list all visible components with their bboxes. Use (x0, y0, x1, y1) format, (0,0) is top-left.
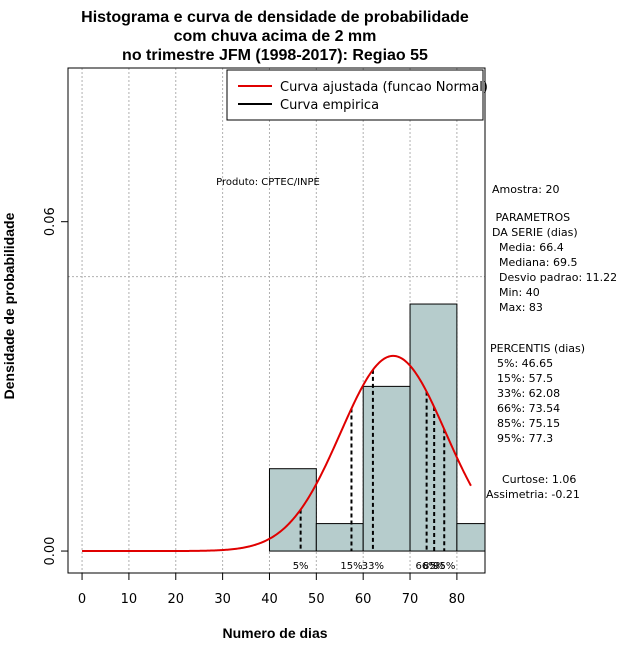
parameters-line-0: PARAMETROS (492, 211, 570, 224)
x-tick-label-6: 60 (355, 592, 372, 607)
percentile-label-2: 33% (362, 561, 384, 572)
legend-label-empirical: Curva empirica (280, 98, 379, 113)
series-parameters: PARAMETROS DA SERIE (dias) Media: 66.4 Me… (492, 211, 617, 314)
x-tick-label-8: 80 (449, 592, 466, 607)
percentiles-line-3: 33%: 62.08 (490, 387, 560, 400)
y-axis: 0.00 0.06 (43, 207, 68, 566)
percentile-label-0: 5% (293, 561, 309, 572)
parameters-line-1: DA SERIE (dias) (492, 226, 578, 239)
x-tick-label-3: 30 (214, 592, 231, 607)
title-line-1: Histograma e curva de densidade de proba… (81, 9, 469, 26)
histogram-bar-1 (315, 523, 364, 552)
sample-size: Amostra: 20 (492, 183, 559, 196)
percentile-labels: 5% 15% 33% 66%85%95% (293, 561, 456, 572)
parameters-line-3: Mediana: 69.5 (492, 256, 577, 269)
y-tick-label-0: 0.00 (43, 537, 58, 566)
x-axis: 0 10 20 30 40 50 60 70 80 (78, 573, 465, 607)
normal-curve-line (82, 354, 472, 553)
y-tick-label-1: 0.06 (43, 207, 58, 236)
x-tick-label-4: 40 (261, 592, 278, 607)
percentiles-line-6: 95%: 77.3 (490, 432, 553, 445)
histogram-bars (268, 303, 486, 552)
parameters-line-2: Media: 66.4 (492, 241, 564, 254)
percentiles-panel: PERCENTIS (dias) 5%: 46.65 15%: 57.5 33%… (490, 342, 585, 445)
parameters-line-4: Desvio padrao: 11.22 (492, 271, 617, 284)
chart-title: Histograma e curva de densidade de proba… (81, 9, 469, 64)
legend-label-normal: Curva ajustada (funcao Normal) (280, 80, 488, 95)
title-line-3: no trimestre JFM (1998-2017): Regiao 55 (122, 47, 428, 64)
x-tick-label-1: 10 (121, 592, 138, 607)
density-curve (82, 354, 472, 553)
kurtosis-text: Curtose: 1.06 (502, 473, 576, 486)
histogram-bar-4 (456, 523, 486, 552)
legend-box (226, 69, 484, 121)
percentiles-line-4: 66%: 73.54 (490, 402, 560, 415)
percentiles-line-0: PERCENTIS (dias) (490, 342, 585, 355)
x-tick-label-0: 0 (78, 592, 86, 607)
histogram-bar-2 (362, 385, 411, 552)
x-tick-label-7: 70 (402, 592, 419, 607)
percentile-label-5: 95% (433, 561, 455, 572)
percentile-label-1: 15% (340, 561, 362, 572)
y-axis-title: Densidade de probabilidade (1, 212, 17, 399)
percentile-label-3: 66% (416, 561, 438, 572)
percentiles-line-2: 15%: 57.5 (490, 372, 553, 385)
percentile-label-4: 85% (423, 561, 445, 572)
shape-statistics: Curtose: 1.06 Assimetria: -0.21 (486, 473, 580, 501)
x-tick-label-2: 20 (167, 592, 184, 607)
histogram-bar-0 (268, 468, 317, 552)
product-annotation: Produto: CPTEC/INPE (216, 177, 320, 188)
x-axis-title: Numero de dias (222, 625, 327, 641)
percentiles-line-1: 5%: 46.65 (490, 357, 553, 370)
title-line-2: com chuva acima de 2 mm (174, 28, 377, 45)
parameters-line-5: Min: 40 (492, 286, 540, 299)
percentiles-line-5: 85%: 75.15 (490, 417, 560, 430)
x-tick-label-5: 50 (308, 592, 325, 607)
plot-frame (67, 67, 486, 574)
skewness-text: Assimetria: -0.21 (486, 488, 580, 501)
legend: Curva ajustada (funcao Normal) Curva emp… (226, 69, 488, 121)
parameters-line-6: Max: 83 (492, 301, 543, 314)
percentile-lines (299, 369, 446, 552)
